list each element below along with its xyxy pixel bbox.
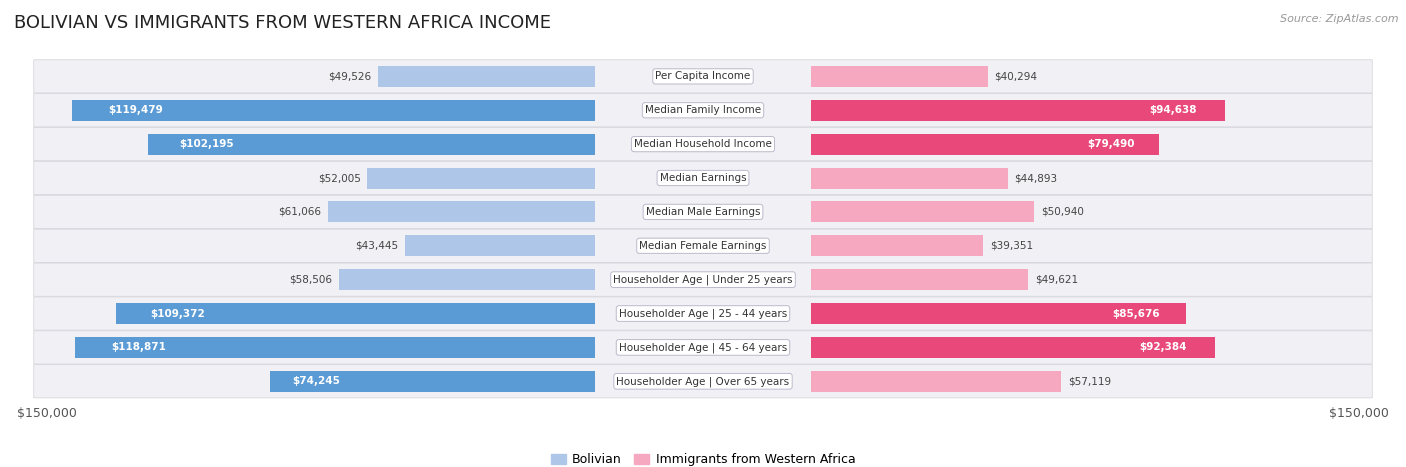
Text: $49,526: $49,526: [329, 71, 371, 81]
Text: $58,506: $58,506: [290, 275, 332, 285]
Bar: [811, 134, 1159, 155]
Bar: [811, 371, 1062, 392]
FancyBboxPatch shape: [34, 60, 1372, 93]
Text: $118,871: $118,871: [111, 342, 166, 353]
Bar: [811, 337, 1215, 358]
Text: Median Earnings: Median Earnings: [659, 173, 747, 183]
Text: BOLIVIAN VS IMMIGRANTS FROM WESTERN AFRICA INCOME: BOLIVIAN VS IMMIGRANTS FROM WESTERN AFRI…: [14, 14, 551, 32]
FancyBboxPatch shape: [34, 331, 1372, 364]
Text: $61,066: $61,066: [278, 207, 321, 217]
Text: $39,351: $39,351: [990, 241, 1033, 251]
Text: $102,195: $102,195: [179, 139, 233, 149]
Bar: [811, 201, 1033, 222]
Text: $109,372: $109,372: [150, 309, 204, 318]
Text: $92,384: $92,384: [1140, 342, 1187, 353]
Bar: [378, 66, 595, 87]
Text: Householder Age | 45 - 64 years: Householder Age | 45 - 64 years: [619, 342, 787, 353]
FancyBboxPatch shape: [34, 297, 1372, 330]
FancyBboxPatch shape: [34, 195, 1372, 228]
FancyBboxPatch shape: [34, 94, 1372, 127]
Bar: [811, 168, 1008, 189]
Text: $52,005: $52,005: [318, 173, 361, 183]
Bar: [811, 66, 987, 87]
Bar: [270, 371, 595, 392]
Text: $79,490: $79,490: [1087, 139, 1135, 149]
Bar: [148, 134, 595, 155]
Bar: [72, 100, 595, 121]
Text: $57,119: $57,119: [1067, 376, 1111, 386]
Text: $85,676: $85,676: [1112, 309, 1160, 318]
Text: Median Male Earnings: Median Male Earnings: [645, 207, 761, 217]
Bar: [75, 337, 595, 358]
Text: Householder Age | Under 25 years: Householder Age | Under 25 years: [613, 275, 793, 285]
FancyBboxPatch shape: [34, 263, 1372, 296]
Text: $43,445: $43,445: [354, 241, 398, 251]
Bar: [811, 235, 983, 256]
Text: $50,940: $50,940: [1040, 207, 1084, 217]
Text: Per Capita Income: Per Capita Income: [655, 71, 751, 81]
Bar: [811, 100, 1225, 121]
Bar: [117, 303, 595, 324]
Text: $44,893: $44,893: [1014, 173, 1057, 183]
Text: Householder Age | Over 65 years: Householder Age | Over 65 years: [616, 376, 790, 387]
Bar: [405, 235, 595, 256]
Legend: Bolivian, Immigrants from Western Africa: Bolivian, Immigrants from Western Africa: [546, 448, 860, 467]
FancyBboxPatch shape: [34, 365, 1372, 398]
FancyBboxPatch shape: [34, 162, 1372, 195]
Text: $94,638: $94,638: [1149, 105, 1197, 115]
Text: Median Female Earnings: Median Female Earnings: [640, 241, 766, 251]
Text: $119,479: $119,479: [108, 105, 163, 115]
Bar: [328, 201, 595, 222]
FancyBboxPatch shape: [34, 127, 1372, 161]
Bar: [367, 168, 595, 189]
Bar: [811, 303, 1187, 324]
Text: Householder Age | 25 - 44 years: Householder Age | 25 - 44 years: [619, 308, 787, 319]
Bar: [811, 269, 1028, 290]
Text: $40,294: $40,294: [994, 71, 1038, 81]
Text: $74,245: $74,245: [292, 376, 340, 386]
Text: Median Household Income: Median Household Income: [634, 139, 772, 149]
Bar: [339, 269, 595, 290]
Text: Median Family Income: Median Family Income: [645, 105, 761, 115]
Text: $49,621: $49,621: [1035, 275, 1078, 285]
Text: Source: ZipAtlas.com: Source: ZipAtlas.com: [1281, 14, 1399, 24]
FancyBboxPatch shape: [34, 229, 1372, 262]
